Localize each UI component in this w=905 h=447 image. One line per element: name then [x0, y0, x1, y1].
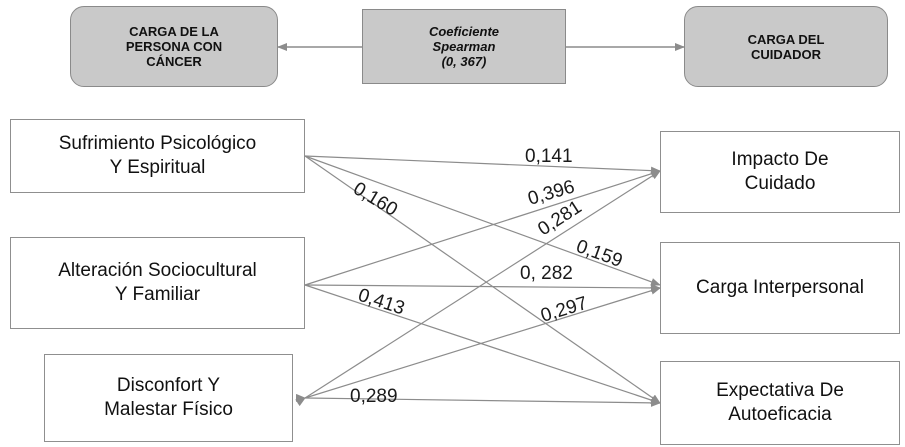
coef-0141: 0,141: [525, 146, 573, 167]
line-0289: [295, 393, 661, 407]
spearman-coefficient-box: Coeficiente Spearman (0, 367): [362, 9, 566, 84]
line-0282: [304, 283, 661, 292]
coef-0297: 0,297: [538, 293, 590, 327]
line-0281: [295, 170, 661, 407]
right-box-interpersonal-burden: Carga Interpersonal: [660, 242, 900, 334]
coef-0289: 0,289: [350, 386, 398, 407]
coef-0282: 0, 282: [520, 263, 573, 284]
caregiver-burden-header: CARGA DEL CUIDADOR: [684, 6, 888, 87]
left-box-psychological-suffering: Sufrimiento Psicológico Y Espiritual: [10, 119, 305, 193]
line-0297: [304, 286, 661, 399]
left-box-physical-discomfort: Disconfort Y Malestar Físico: [44, 354, 293, 442]
left-box-sociocultural-alteration: Alteración Sociocultural Y Familiar: [10, 237, 305, 329]
right-box-self-efficacy: Expectativa De Autoeficacia: [660, 361, 900, 445]
line-0141: [295, 151, 661, 175]
coef-0159: 0,159: [573, 236, 625, 272]
coef-0160: 0,160: [349, 178, 401, 220]
person-burden-header: CARGA DE LA PERSONA CON CÁNCER: [70, 6, 278, 87]
coef-0413: 0,413: [355, 285, 407, 320]
right-box-care-impact: Impacto De Cuidado: [660, 131, 900, 213]
